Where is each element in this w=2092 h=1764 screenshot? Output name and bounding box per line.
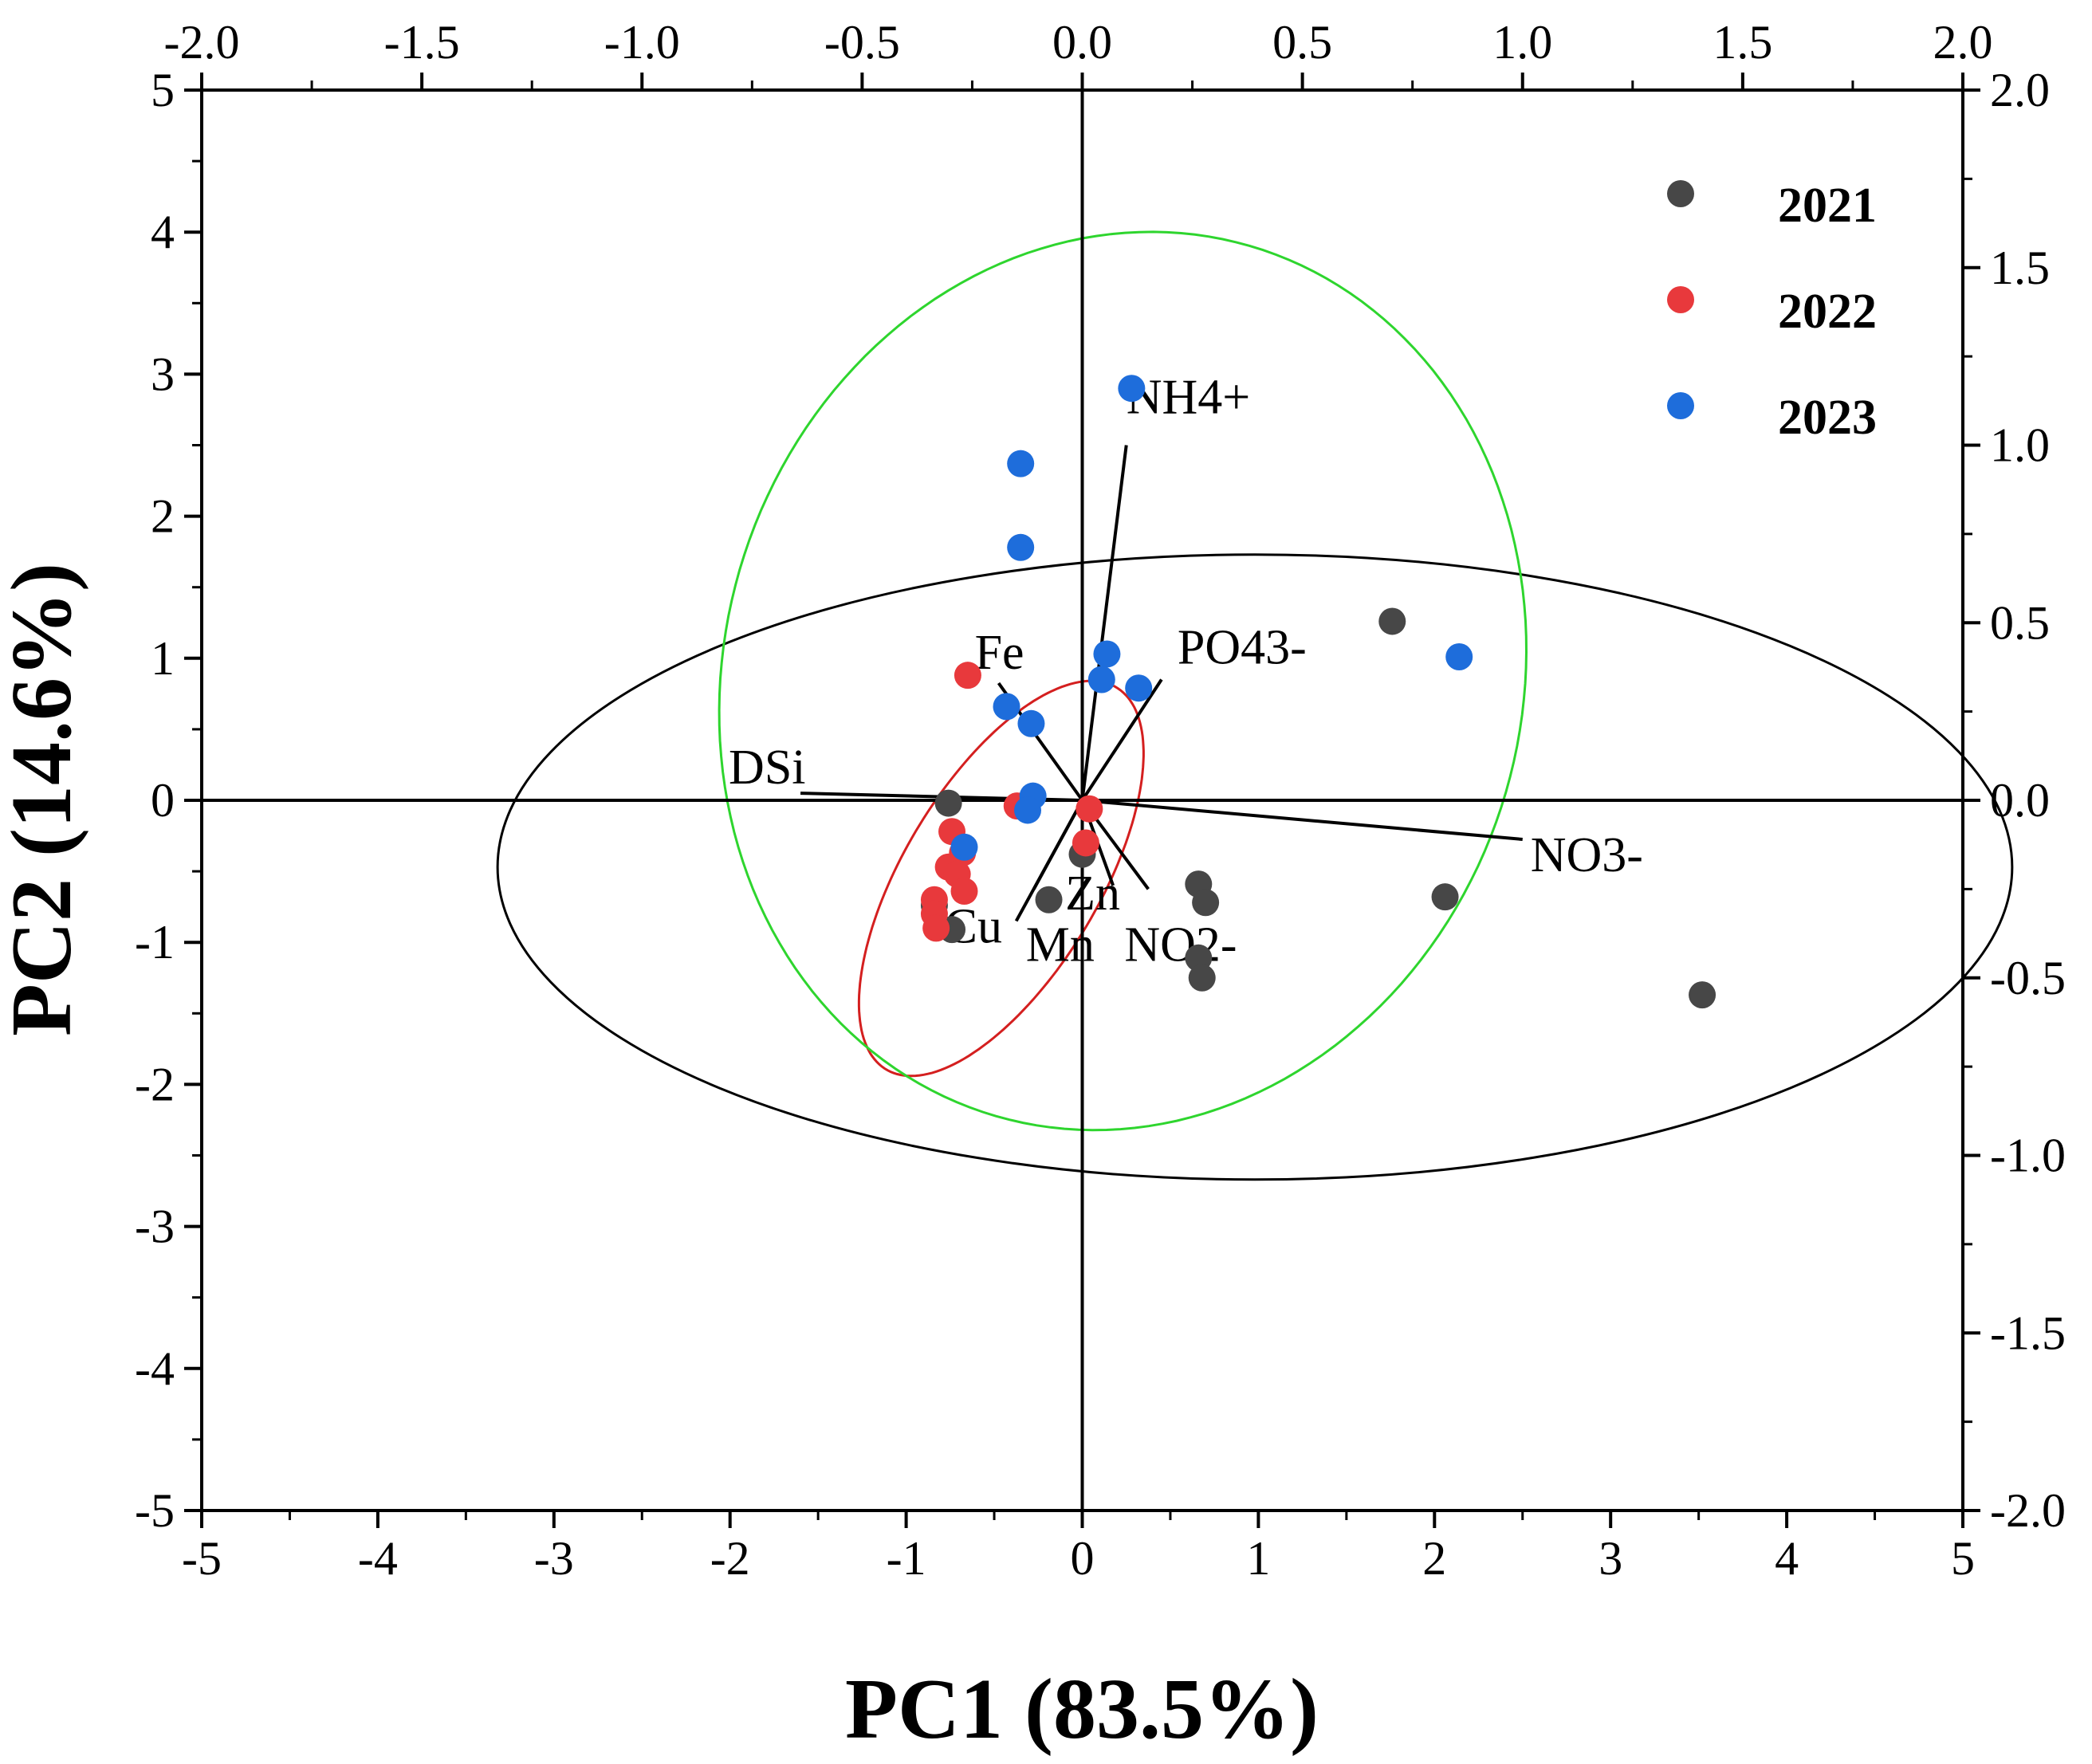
bottom-tick-label: 1	[1246, 1532, 1270, 1585]
loading-label-fe: Fe	[975, 626, 1024, 680]
right-tick-label: 0.5	[1990, 596, 2050, 649]
loading-vector-mn	[1032, 799, 1084, 890]
bottom-tick-label: 3	[1598, 1532, 1622, 1585]
point-2021-6	[1192, 889, 1220, 917]
point-2021-1	[934, 789, 962, 817]
x-axis-title: PC1 (83.5%)	[845, 1662, 1319, 1757]
right-tick-label: -0.5	[1990, 952, 2066, 1004]
point-2023-5	[1087, 666, 1115, 693]
point-2021-4	[1431, 883, 1459, 911]
left-tick-label: 4	[151, 206, 175, 258]
right-tick-label: -1.0	[1990, 1130, 2066, 1182]
point-2022-1	[954, 662, 981, 689]
loading-label-zn: Zn	[1065, 866, 1120, 921]
loading-label-mn: Mn	[1026, 917, 1095, 972]
right-tick-label: 2.0	[1990, 64, 2050, 116]
legend-label-2022: 2022	[1778, 285, 1877, 339]
point-2023-1	[1118, 375, 1146, 403]
point-2023-2	[1007, 450, 1035, 477]
bottom-tick-label: -1	[887, 1532, 926, 1585]
confidence-ellipses	[496, 230, 2014, 1181]
point-2021-8	[1188, 964, 1216, 992]
left-tick-label: 1	[151, 632, 175, 685]
confidence-ellipse-2023	[718, 230, 1528, 1132]
legend: 2021 2022 2023	[1667, 179, 1877, 445]
top-tick-label: 0.0	[1052, 16, 1112, 69]
right-tick-label: 1.0	[1990, 419, 2050, 472]
legend-label-2021: 2021	[1778, 179, 1877, 233]
bottom-tick-label: 5	[1951, 1532, 1975, 1585]
loading-label-no3: NO3-	[1531, 828, 1643, 882]
point-2022-9	[950, 878, 978, 906]
right-tick-label: 0.0	[1990, 774, 2050, 827]
bottom-tick-label: -2	[710, 1532, 750, 1585]
y-axis-title: PC2 (14.6%)	[0, 563, 89, 1036]
top-tick-label: -2.0	[164, 16, 240, 69]
left-tick-label: -3	[135, 1200, 175, 1253]
bottom-tick-label: 4	[1775, 1532, 1799, 1585]
bottom-tick-label: -4	[358, 1532, 398, 1585]
loading-label-nh4: NH4+	[1127, 371, 1251, 425]
legend-marker-2021	[1667, 180, 1694, 207]
legend-label-2023: 2023	[1778, 391, 1877, 445]
point-2023-10	[1014, 796, 1042, 824]
left-tick-label: -5	[135, 1484, 175, 1537]
bottom-tick-label: -3	[534, 1532, 574, 1585]
confidence-ellipse-2022	[857, 679, 1145, 1078]
left-tick-label: -1	[135, 916, 175, 968]
right-tick-label: 1.5	[1990, 242, 2050, 294]
top-tick-label: 2.0	[1933, 16, 1993, 69]
point-2022-12	[922, 914, 950, 942]
legend-marker-2022	[1667, 286, 1694, 313]
top-tick-label: 0.5	[1272, 16, 1332, 69]
score-points	[920, 375, 1716, 1009]
point-2023-3	[1007, 533, 1035, 561]
point-2023-12	[1445, 643, 1473, 671]
bottom-tick-label: 0	[1071, 1532, 1095, 1585]
loading-vector-nh4	[1080, 445, 1128, 801]
right-tick-label: -2.0	[1990, 1484, 2066, 1537]
loading-vector-po43	[1080, 678, 1163, 802]
legend-marker-2023	[1667, 392, 1694, 419]
loading-label-po43: PO43-	[1178, 621, 1307, 675]
left-tick-label: 3	[151, 348, 175, 400]
left-tick-label: -4	[135, 1342, 175, 1395]
left-tick-label: 5	[151, 64, 175, 116]
bottom-tick-label: -5	[182, 1532, 222, 1585]
loading-label-dsi: DSi	[729, 741, 805, 795]
loading-vector-no3	[1082, 799, 1523, 841]
point-2023-4	[1093, 640, 1121, 668]
left-tick-label: 0	[151, 774, 175, 827]
top-tick-label: 1.0	[1492, 16, 1552, 69]
point-2023-6	[1125, 674, 1153, 702]
point-2021-3	[1689, 981, 1716, 1009]
top-tick-label: -0.5	[824, 16, 900, 69]
point-2022-3	[1075, 795, 1103, 823]
top-tick-label: -1.5	[384, 16, 460, 69]
bottom-tick-label: 2	[1422, 1532, 1446, 1585]
loading-label-no2: NO2-	[1124, 917, 1237, 972]
left-tick-label: -2	[135, 1058, 175, 1110]
point-2023-8	[1017, 709, 1045, 737]
point-2022-4	[1072, 829, 1099, 857]
point-2023-7	[993, 693, 1020, 721]
top-tick-label: 1.5	[1713, 16, 1772, 69]
point-2021-2	[1378, 607, 1406, 635]
top-tick-label: -1.0	[604, 16, 680, 69]
point-2023-11	[950, 833, 978, 861]
confidence-ellipse-2021	[496, 553, 2014, 1181]
point-2021-10	[1035, 886, 1063, 913]
right-tick-label: -1.5	[1990, 1306, 2066, 1359]
left-tick-label: 2	[151, 490, 175, 543]
